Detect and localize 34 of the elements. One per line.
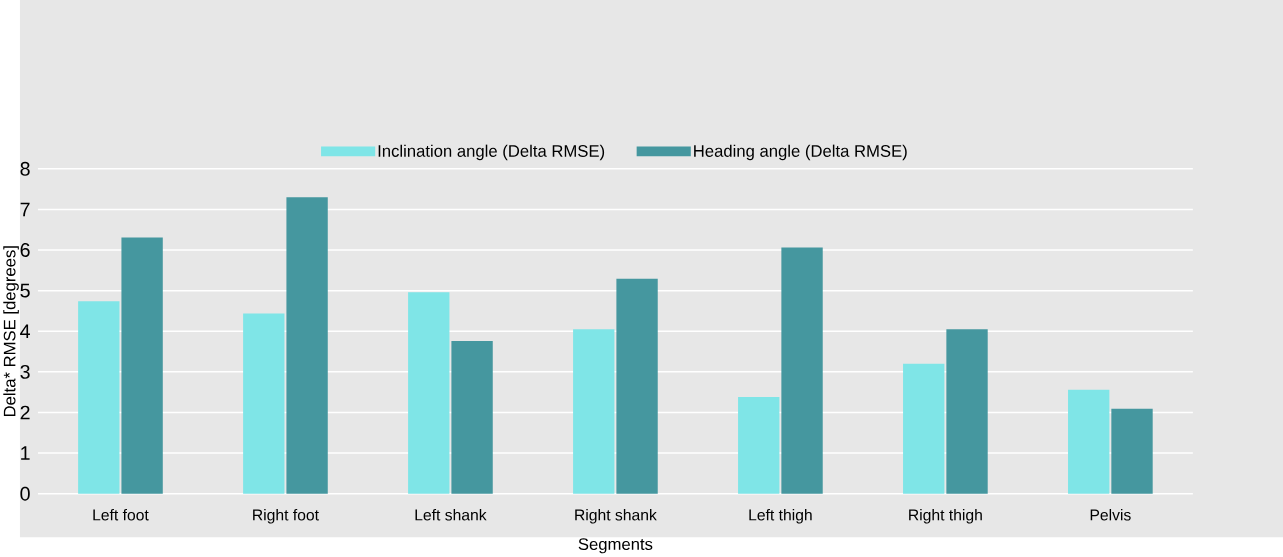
y-axis-title: Delta* RMSE [degrees] (3, 246, 19, 417)
x-axis-title: Segments (578, 538, 653, 554)
bar (738, 397, 780, 494)
x-tick-label: Right foot (253, 509, 319, 524)
bar (903, 363, 945, 494)
bar (946, 329, 988, 494)
y-tick-label: 7 (20, 202, 30, 217)
y-tick-label: 6 (20, 243, 30, 258)
bar (1111, 409, 1153, 494)
y-tick-label: 8 (20, 162, 30, 176)
bar (781, 247, 823, 494)
y-tick-label: 4 (20, 324, 30, 339)
bar (286, 197, 328, 494)
x-tick-label: Left thigh (749, 509, 812, 524)
x-tick-label: Left foot (93, 509, 149, 521)
y-tick-label: 1 (21, 446, 30, 461)
bar (243, 313, 285, 494)
bar (121, 237, 163, 494)
legend-label: Heading angle (Delta RMSE) (694, 144, 907, 161)
x-tick-label: Right shank (575, 509, 657, 524)
y-tick-label: 0 (20, 486, 30, 501)
y-tick-label: 3 (20, 365, 30, 379)
bar (451, 341, 493, 494)
x-tick-label: Pelvis (1090, 509, 1131, 521)
bar (408, 292, 450, 494)
y-tick-label: 5 (20, 284, 30, 298)
bar (78, 301, 120, 494)
x-tick-label: Left shank (415, 509, 487, 521)
x-tick-label: Right thigh (909, 509, 982, 524)
y-tick-label: 2 (20, 405, 30, 420)
bar (616, 279, 658, 494)
bar (1068, 389, 1110, 494)
legend-label: Inclination angle (Delta RMSE) (378, 144, 605, 161)
bar (573, 329, 615, 494)
